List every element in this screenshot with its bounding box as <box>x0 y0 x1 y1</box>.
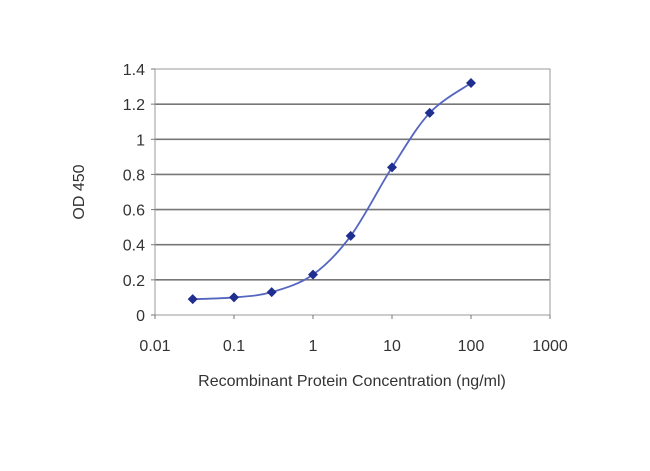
data-point <box>466 78 476 89</box>
data-point <box>187 294 198 305</box>
data-point <box>424 107 435 118</box>
y-ticks: 0 0.2 0.4 0.6 0.8 1 1.2 1.4 <box>123 62 155 325</box>
y-tick-label: 1.2 <box>123 97 145 114</box>
y-tick-label: 0.8 <box>123 167 145 184</box>
data-point <box>229 292 239 303</box>
y-tick-label: 0.2 <box>123 273 145 290</box>
data-point <box>266 287 277 298</box>
series-line <box>192 82 472 301</box>
data-point <box>308 269 318 280</box>
x-tick-label: 10 <box>383 338 401 355</box>
x-tick-label: 0.01 <box>139 338 170 355</box>
x-tick-label: 100 <box>458 338 485 355</box>
x-tick-label: 0.1 <box>223 338 245 355</box>
data-point <box>387 162 397 173</box>
y-tick-label: 0 <box>136 308 145 325</box>
x-tick-label: 1 <box>309 338 318 355</box>
x-axis-label: Recombinant Protein Concentration (ng/ml… <box>198 373 506 390</box>
x-tick-label: 1000 <box>532 338 568 355</box>
data-point <box>345 230 356 241</box>
x-ticks: 0.01 0.1 1 10 100 1000 <box>139 315 568 355</box>
y-tick-label: 0.4 <box>123 238 145 255</box>
y-tick-label: 1.4 <box>123 62 145 79</box>
grid <box>155 103 550 281</box>
plot-area <box>154 68 551 316</box>
y-tick-label: 1 <box>136 132 145 149</box>
y-tick-label: 0.6 <box>123 203 145 220</box>
y-axis-label: OD 450 <box>71 164 88 219</box>
data-points <box>187 78 476 305</box>
